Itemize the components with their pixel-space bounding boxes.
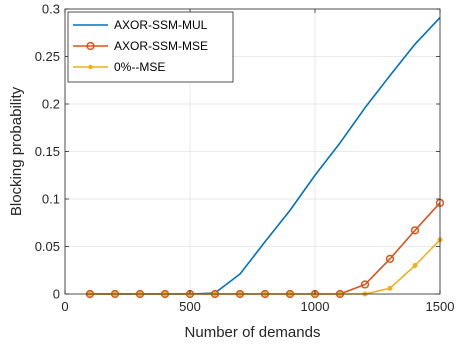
y-tick-label: 0.1 bbox=[42, 192, 60, 207]
legend-label: 0%--MSE bbox=[114, 60, 165, 74]
y-tick-label: 0.15 bbox=[35, 144, 60, 159]
legend-label: AXOR-SSM-MUL bbox=[114, 18, 208, 32]
legend-item: AXOR-SSM-MUL bbox=[73, 18, 208, 32]
data-point bbox=[412, 262, 418, 269]
ticks bbox=[64, 8, 441, 295]
y-axis-title: Blocking probability bbox=[8, 86, 25, 216]
legend-label: AXOR-SSM-MSE bbox=[114, 39, 208, 53]
y-tick-label: 0.2 bbox=[42, 97, 60, 112]
data-point bbox=[360, 280, 370, 289]
y-tick-label: 0.25 bbox=[35, 49, 60, 64]
x-tick-label: 1000 bbox=[301, 299, 330, 314]
legend-box bbox=[67, 11, 234, 83]
legend-marker bbox=[86, 41, 95, 51]
x-tick-label: 1500 bbox=[426, 299, 455, 314]
x-axis-title: Number of demands bbox=[185, 324, 321, 341]
data-point bbox=[387, 285, 393, 291]
tick-labels: 0 500 1000 1500 0 0.05 0.1 0.15 0.2 0.25 0.3 bbox=[35, 2, 455, 315]
y-tick-label: 0 bbox=[53, 287, 60, 302]
data-point bbox=[410, 226, 420, 235]
y-tick-label: 0.3 bbox=[42, 2, 60, 17]
data-point bbox=[385, 254, 395, 264]
legend-item: AXOR-SSM-MSE bbox=[73, 39, 208, 53]
legend: AXOR-SSM-MUL AXOR-SSM-MSE 0%--MSE bbox=[67, 11, 234, 83]
x-tick-label: 0 bbox=[61, 299, 68, 314]
legend-item: 0%--MSE bbox=[73, 60, 165, 74]
y-tick-label: 0.05 bbox=[35, 239, 60, 254]
legend-marker bbox=[88, 64, 93, 70]
x-tick-label: 500 bbox=[179, 299, 201, 314]
